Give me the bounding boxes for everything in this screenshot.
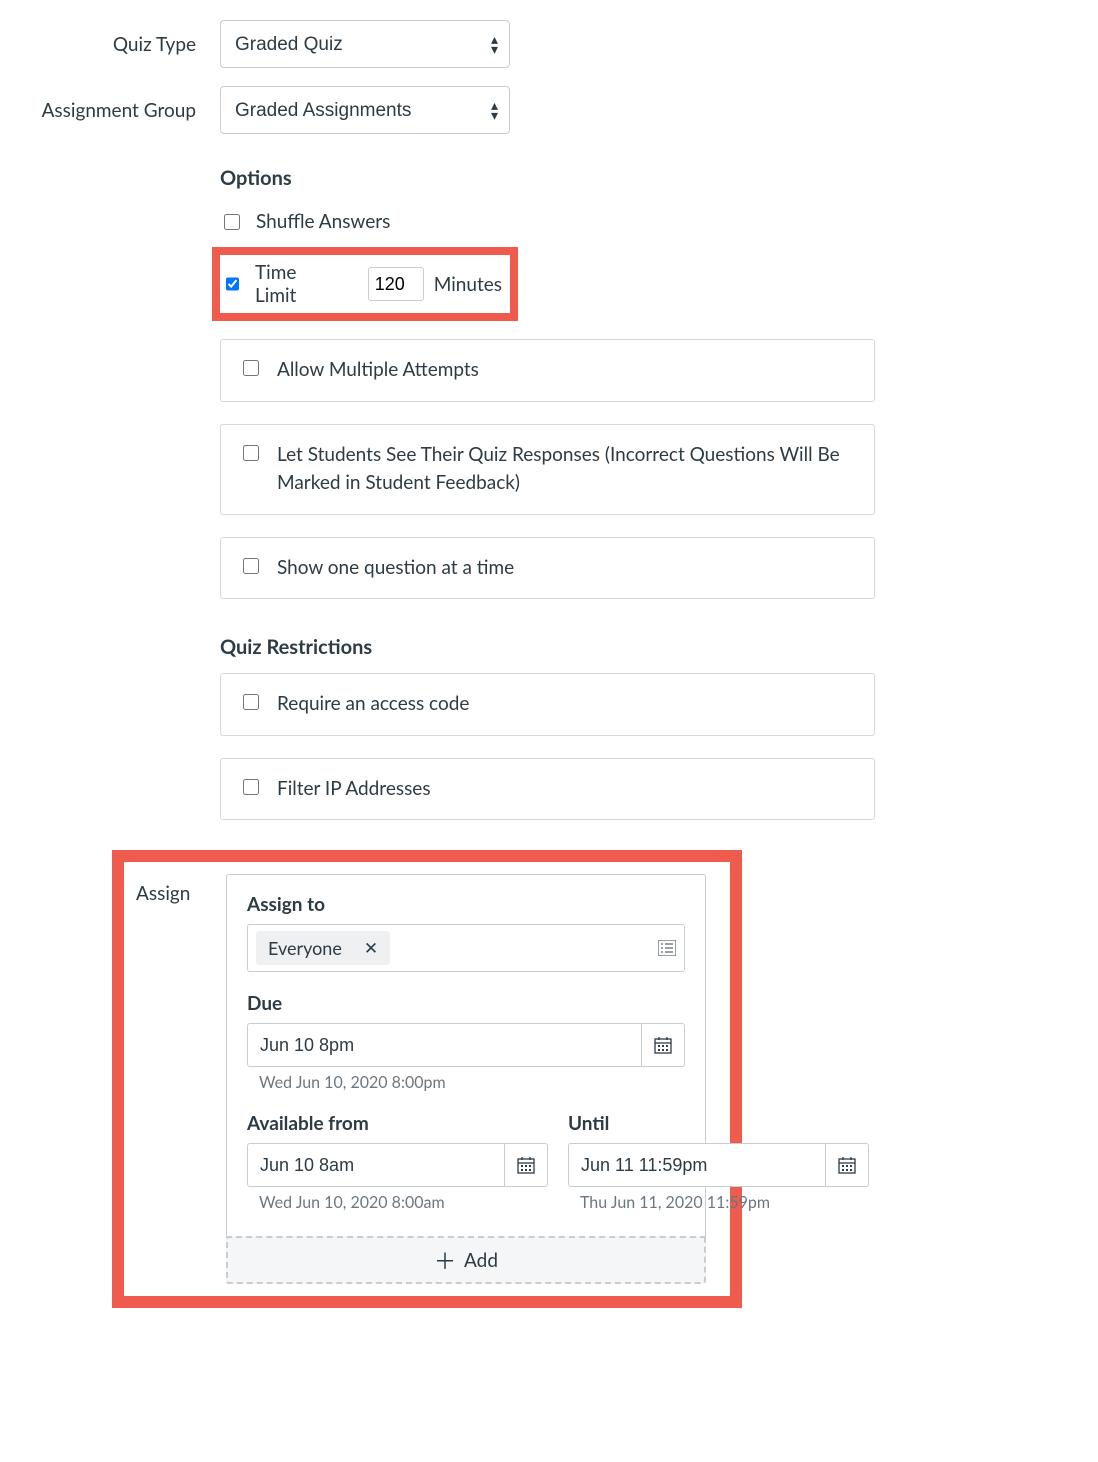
assign-to-input[interactable]: Everyone ✕ (247, 924, 685, 972)
filter-ip-checkbox[interactable] (243, 779, 259, 795)
time-limit-label: Time Limit (255, 261, 324, 307)
add-label: Add (464, 1249, 498, 1272)
calendar-icon (654, 1036, 672, 1054)
due-date-input[interactable] (247, 1023, 641, 1067)
add-assignment-button[interactable]: ＋ Add (226, 1236, 706, 1284)
remove-token-icon[interactable]: ✕ (364, 937, 378, 959)
plus-icon: ＋ (434, 1244, 456, 1276)
assignment-group-label: Assignment Group (20, 99, 220, 122)
quiz-type-label: Quiz Type (20, 33, 220, 56)
until-helper-text: Thu Jun 11, 2020 11:59pm (568, 1193, 869, 1212)
until-label: Until (568, 1112, 869, 1135)
restrictions-heading: Quiz Restrictions (220, 635, 1078, 659)
assign-highlight: Assign Assign to Everyone ✕ Due (112, 850, 742, 1308)
access-code-label: Require an access code (277, 690, 469, 719)
calendar-icon (517, 1156, 535, 1174)
time-limit-input[interactable] (368, 267, 424, 301)
filter-ip-label: Filter IP Addresses (277, 775, 431, 804)
assign-label: Assign (136, 874, 226, 1284)
due-helper-text: Wed Jun 10, 2020 8:00pm (247, 1073, 685, 1092)
time-limit-checkbox[interactable] (226, 276, 239, 292)
time-limit-highlight: Time Limit Minutes (212, 247, 518, 321)
available-from-input[interactable] (247, 1143, 504, 1187)
shuffle-answers-checkbox[interactable] (224, 214, 240, 230)
shuffle-answers-label: Shuffle Answers (256, 210, 390, 233)
see-responses-label: Let Students See Their Quiz Responses (I… (277, 441, 856, 498)
assign-to-label: Assign to (247, 893, 685, 916)
time-limit-unit: Minutes (434, 273, 502, 296)
assign-card: Assign to Everyone ✕ Due Wed Ju (226, 874, 706, 1284)
assign-to-token-text: Everyone (268, 937, 342, 959)
quiz-type-select[interactable]: Graded Quiz (220, 20, 510, 68)
until-input[interactable] (568, 1143, 825, 1187)
list-icon[interactable] (658, 940, 676, 956)
access-code-checkbox[interactable] (243, 694, 259, 710)
from-helper-text: Wed Jun 10, 2020 8:00am (247, 1193, 548, 1212)
available-from-label: Available from (247, 1112, 548, 1135)
options-heading: Options (220, 166, 1078, 190)
assign-to-token[interactable]: Everyone ✕ (256, 931, 390, 965)
due-calendar-button[interactable] (641, 1023, 685, 1067)
until-calendar-button[interactable] (825, 1143, 869, 1187)
due-label: Due (247, 992, 685, 1015)
multiple-attempts-label: Allow Multiple Attempts (277, 356, 479, 385)
see-responses-checkbox[interactable] (243, 445, 259, 461)
multiple-attempts-checkbox[interactable] (243, 360, 259, 376)
from-calendar-button[interactable] (504, 1143, 548, 1187)
calendar-icon (838, 1156, 856, 1174)
assignment-group-select[interactable]: Graded Assignments (220, 86, 510, 134)
one-question-checkbox[interactable] (243, 558, 259, 574)
one-question-label: Show one question at a time (277, 554, 514, 583)
